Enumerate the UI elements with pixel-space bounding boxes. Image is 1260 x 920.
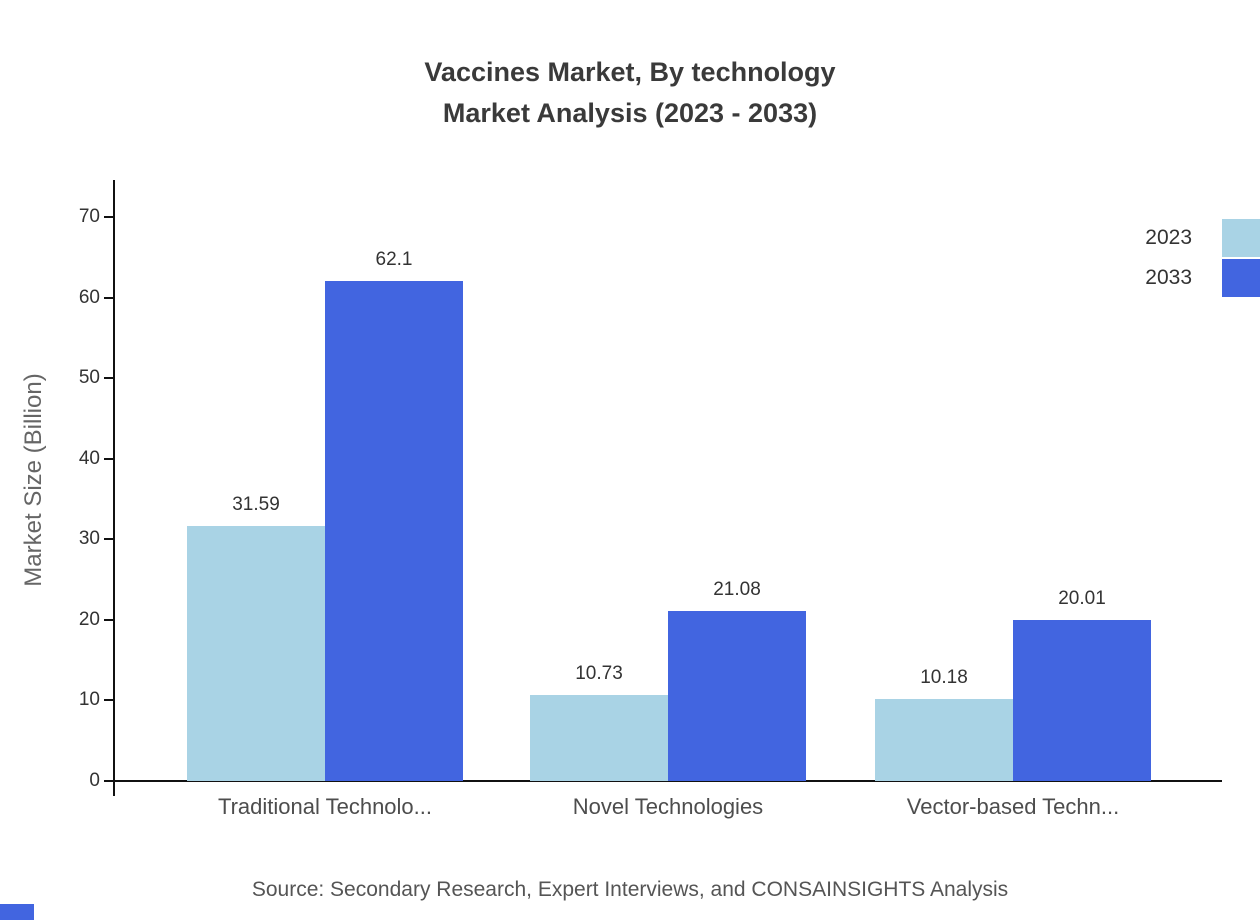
bar-2033-2 [668, 611, 806, 781]
y-tick-label: 10 [78, 689, 100, 711]
y-tick-label: 40 [78, 447, 100, 469]
y-tick-mark [104, 618, 114, 621]
source-note: Source: Secondary Research, Expert Inter… [251, 878, 1009, 901]
x-category-label: Traditional Technolo... [217, 794, 433, 819]
y-tick-label: 70 [78, 206, 100, 227]
y-tick-label: 60 [78, 286, 100, 308]
bar-2033-3 [1013, 619, 1151, 781]
y-tick-mark [104, 780, 114, 782]
legend-item-2033: 2033 [1145, 258, 1260, 298]
x-category-label: Vector-based Techn... [906, 794, 1120, 819]
y-tick-mark [104, 216, 114, 218]
chart-title-line2: Market Analysis (2023 - 2033) [442, 97, 818, 128]
y-tick-mark [104, 377, 114, 380]
y-axis-line [113, 180, 115, 796]
bar-value-label: 20.01 [1058, 587, 1106, 609]
legend-label: 2033 [1145, 266, 1192, 289]
legend: 2023 2033 [1145, 218, 1260, 298]
legend-swatch [1222, 219, 1260, 257]
y-tick-label: 30 [78, 528, 100, 550]
y-tick-mark [104, 296, 114, 299]
legend-swatch [1222, 259, 1260, 297]
bar-value-label: 10.18 [920, 666, 968, 688]
y-tick-label: 0 [89, 770, 100, 791]
bar-2023-1 [187, 526, 325, 781]
y-tick-mark [104, 457, 114, 460]
bar-value-label: 62.1 [375, 248, 413, 270]
y-tick-mark [104, 699, 114, 702]
bar-value-label: 10.73 [575, 662, 623, 684]
y-axis-title: Market Size (Billion) [20, 373, 47, 587]
x-axis-line [104, 780, 1222, 782]
y-tick-label: 20 [78, 608, 100, 630]
legend-label: 2023 [1145, 226, 1192, 249]
x-category-label: Novel Technologies [572, 794, 764, 819]
y-tick-label: 50 [78, 367, 100, 389]
bar-2023-2 [530, 694, 668, 781]
bar-2023-3 [875, 698, 1013, 781]
chart-title: Vaccines Market, By technology Market An… [0, 52, 1260, 133]
bar-value-label: 31.59 [232, 494, 280, 516]
legend-item-2023: 2023 [1145, 218, 1260, 258]
y-tick-mark [104, 538, 114, 541]
chart-title-line1: Vaccines Market, By technology [424, 57, 836, 87]
bar-2033-1 [325, 280, 463, 781]
brand-mark [0, 904, 34, 920]
bar-value-label: 21.08 [713, 579, 761, 601]
